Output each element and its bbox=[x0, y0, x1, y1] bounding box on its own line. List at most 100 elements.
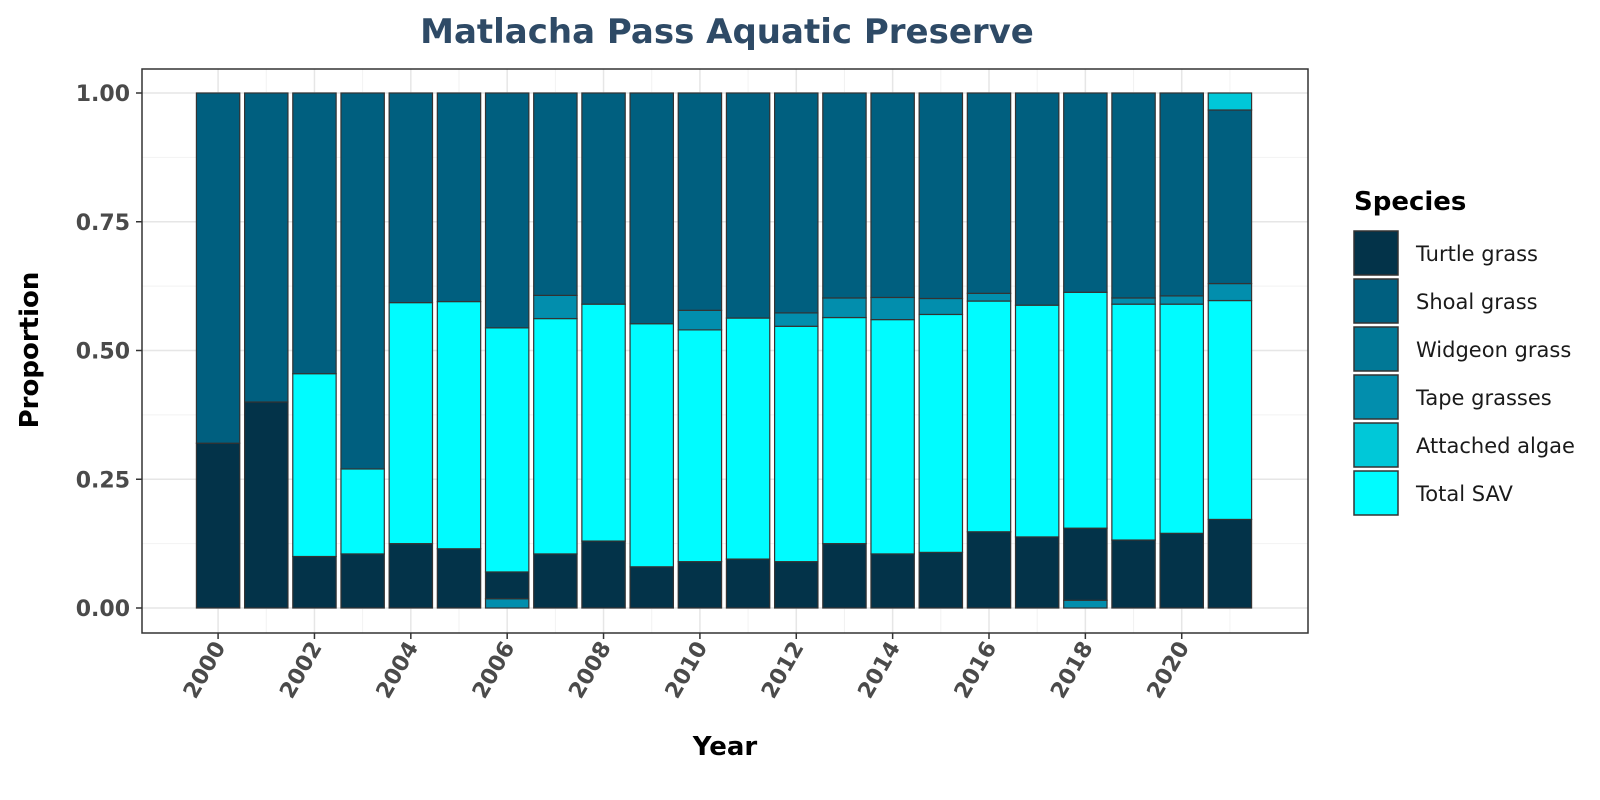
bar-segment bbox=[484, 598, 530, 609]
legend-key bbox=[1353, 326, 1399, 372]
bar-segment bbox=[1207, 109, 1253, 285]
y-tick-label: 1.00 bbox=[76, 82, 130, 107]
bar-segment bbox=[195, 92, 241, 444]
bar-segment bbox=[1063, 599, 1108, 609]
bar-segment bbox=[629, 566, 675, 609]
legend-label: Turtle grass bbox=[1415, 242, 1538, 266]
bar-segment bbox=[822, 543, 867, 609]
bar-segment bbox=[581, 92, 626, 305]
x-tick-label: 2002 bbox=[275, 638, 327, 704]
legend-title: Species bbox=[1354, 187, 1466, 217]
bar-segment bbox=[1159, 532, 1205, 609]
bar-segment bbox=[533, 294, 578, 320]
legend: Species Turtle grass Shoal grass Widgeon g… bbox=[1353, 187, 1575, 516]
bar-segment bbox=[292, 555, 337, 609]
x-tick-label: 2004 bbox=[372, 638, 424, 704]
bar-segment bbox=[725, 558, 771, 609]
bar-segment bbox=[1063, 527, 1108, 601]
x-tick-label: 2016 bbox=[950, 638, 1002, 704]
bar-segment bbox=[292, 92, 337, 375]
x-tick-label: 2012 bbox=[757, 638, 809, 704]
x-tick-label: 2018 bbox=[1046, 638, 1098, 704]
bar-segment bbox=[533, 553, 578, 609]
x-tick-label: 2000 bbox=[179, 638, 231, 704]
bar-segment bbox=[340, 553, 385, 609]
bar-segment bbox=[773, 312, 819, 327]
bar-segment bbox=[1207, 299, 1253, 521]
legend-key bbox=[1353, 374, 1399, 420]
chart-title: Matlacha Pass Aquatic Preserve bbox=[420, 12, 1034, 52]
bar-segment bbox=[436, 92, 482, 303]
bars bbox=[195, 92, 1253, 609]
bar-segment bbox=[1111, 297, 1156, 305]
bar-segment bbox=[1207, 92, 1253, 111]
bar-segment bbox=[1063, 92, 1108, 293]
y-axis: 0.00 0.25 0.50 0.75 1.00 bbox=[76, 82, 142, 622]
legend-label: Shoal grass bbox=[1416, 290, 1538, 314]
bar-segment bbox=[918, 551, 964, 609]
x-tick-label: 2014 bbox=[854, 638, 906, 704]
bar-segment bbox=[1014, 92, 1060, 306]
bar-segment bbox=[773, 92, 819, 314]
bar-segment bbox=[677, 329, 723, 563]
bar-segment bbox=[436, 548, 482, 609]
bar-segment bbox=[484, 92, 530, 329]
bar-segment bbox=[1063, 291, 1108, 529]
bar-segment bbox=[918, 297, 964, 316]
bar-segment bbox=[484, 327, 530, 573]
x-tick-label: 2006 bbox=[468, 638, 520, 704]
bar-segment bbox=[822, 297, 867, 319]
bar-segment bbox=[388, 302, 434, 545]
bar-segment bbox=[918, 92, 964, 300]
legend-key bbox=[1353, 230, 1399, 276]
legend-key bbox=[1353, 422, 1399, 468]
bar-segment bbox=[243, 401, 289, 609]
bar-segment bbox=[822, 92, 867, 299]
bar-segment bbox=[292, 373, 337, 558]
bar-segment bbox=[581, 540, 626, 609]
bar-segment bbox=[773, 561, 819, 609]
bar-segment bbox=[629, 92, 675, 325]
legend-label: Tape grasses bbox=[1415, 386, 1552, 410]
bar-segment bbox=[870, 296, 915, 321]
bar-segment bbox=[195, 442, 241, 609]
y-axis-title: Proportion bbox=[15, 272, 45, 429]
bar-segment bbox=[629, 323, 675, 568]
bar-segment bbox=[388, 543, 434, 609]
bar-segment bbox=[388, 92, 434, 304]
bar-segment bbox=[243, 92, 289, 403]
legend-key bbox=[1353, 278, 1399, 324]
legend-label: Total SAV bbox=[1415, 482, 1513, 506]
bar-segment bbox=[1014, 536, 1060, 609]
y-tick-label: 0.75 bbox=[76, 211, 130, 236]
bar-segment bbox=[581, 303, 626, 542]
bar-segment bbox=[1159, 303, 1205, 534]
bar-segment bbox=[966, 92, 1012, 294]
bar-segment bbox=[1207, 282, 1253, 302]
bar-segment bbox=[1111, 92, 1156, 299]
bar-segment bbox=[436, 300, 482, 550]
bar-segment bbox=[918, 313, 964, 553]
bar-segment bbox=[725, 317, 771, 560]
bar-segment bbox=[677, 309, 723, 331]
bar-segment bbox=[677, 92, 723, 311]
legend-key bbox=[1353, 470, 1399, 516]
x-tick-label: 2020 bbox=[1143, 638, 1195, 704]
x-tick-label: 2008 bbox=[564, 638, 616, 704]
bar-segment bbox=[1159, 92, 1205, 297]
bar-segment bbox=[966, 300, 1012, 533]
bar-segment bbox=[533, 92, 578, 296]
bar-segment bbox=[870, 319, 915, 555]
bar-segment bbox=[340, 468, 385, 555]
bar-segment bbox=[870, 92, 915, 299]
bar-segment bbox=[1111, 303, 1156, 541]
x-axis: 2000 2002 2004 2006 2008 2010 2012 2014 2016 2018… bbox=[179, 633, 1195, 703]
bar-segment bbox=[1014, 304, 1060, 538]
x-axis-title: Year bbox=[692, 732, 758, 762]
legend-label: Attached algae bbox=[1416, 434, 1575, 458]
bar-segment bbox=[1207, 518, 1253, 609]
bar-segment bbox=[725, 92, 771, 319]
x-tick-label: 2010 bbox=[661, 638, 713, 704]
